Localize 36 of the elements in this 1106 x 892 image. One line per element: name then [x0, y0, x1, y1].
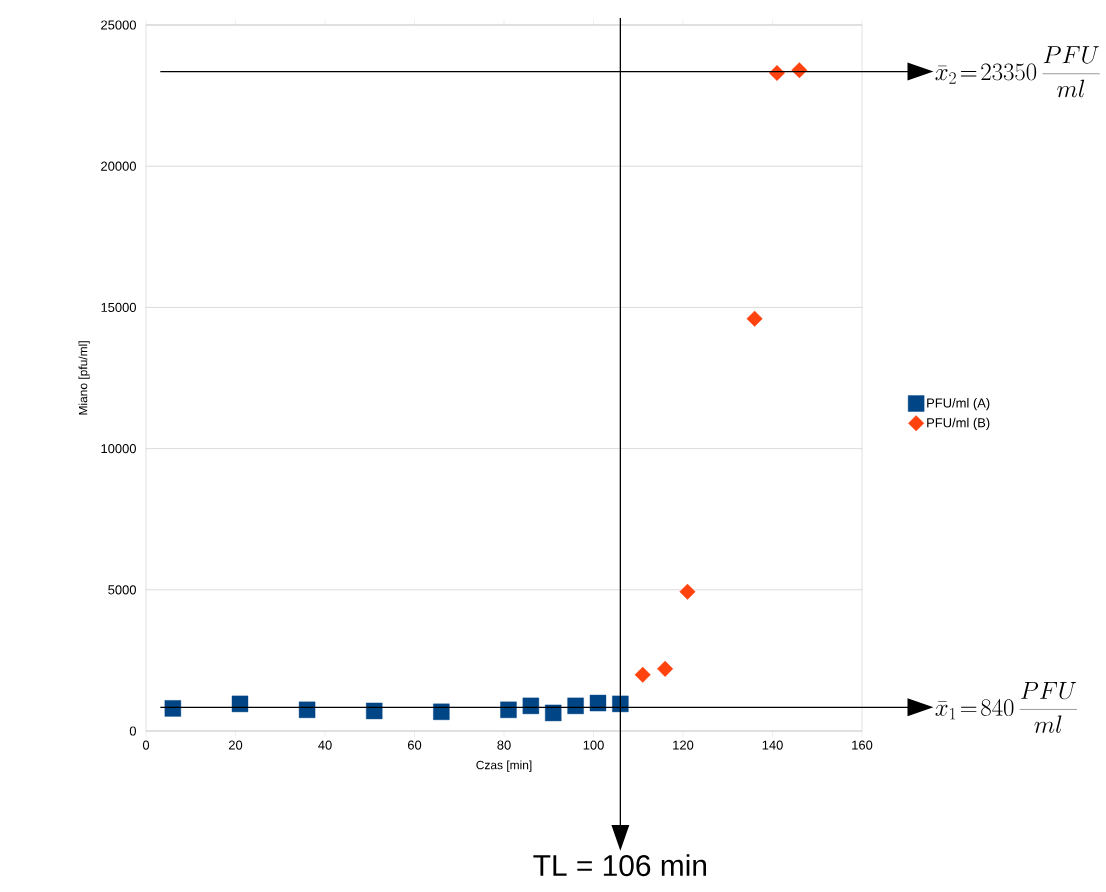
point — [298, 701, 316, 719]
y-tick-label: 15000 — [101, 302, 136, 312]
y-tick-label: 5000 — [108, 585, 136, 595]
ref-line-label: $\bar{x}_1\!=\!840\,\frac{PFU}{ml}$ — [935, 681, 1077, 733]
y-tick-label: 0 — [129, 726, 136, 736]
point — [433, 703, 450, 720]
point — [500, 701, 517, 719]
point — [746, 310, 763, 327]
point — [679, 583, 696, 600]
y-axis-title: Miano [pfu/ml] — [78, 341, 90, 415]
y-tick-label: 20000 — [101, 161, 136, 171]
point — [657, 660, 674, 677]
ref-line-label: $\bar{x}_2\!=\!23350\,\frac{PFU}{ml}$ — [935, 46, 1100, 98]
x-tick-label: 20 — [228, 740, 243, 750]
x-tick-label: 60 — [407, 740, 422, 750]
ref-line-label: TL = 106 min — [533, 854, 707, 877]
x-axis-title: Czas [min] — [476, 760, 532, 772]
legend-label: PFU/ml (A) — [927, 398, 990, 411]
y-tick-label: 25000 — [101, 20, 136, 30]
point — [634, 666, 651, 683]
x-tick-label: 140 — [762, 740, 783, 750]
x-tick-label: 80 — [497, 740, 511, 750]
x-tick-label: 40 — [318, 740, 332, 750]
point — [231, 695, 249, 713]
legend-label: PFU/ml (B) — [927, 417, 990, 430]
point — [164, 700, 182, 717]
point — [545, 704, 562, 722]
y-tick-label: 10000 — [101, 444, 136, 454]
point — [567, 697, 584, 715]
x-tick-label: 120 — [673, 740, 694, 750]
point — [589, 694, 607, 712]
x-tick-label: 100 — [583, 740, 604, 750]
point — [366, 702, 383, 720]
x-tick-label: 160 — [852, 740, 873, 750]
point — [522, 697, 540, 715]
x-tick-label: 0 — [142, 740, 150, 750]
